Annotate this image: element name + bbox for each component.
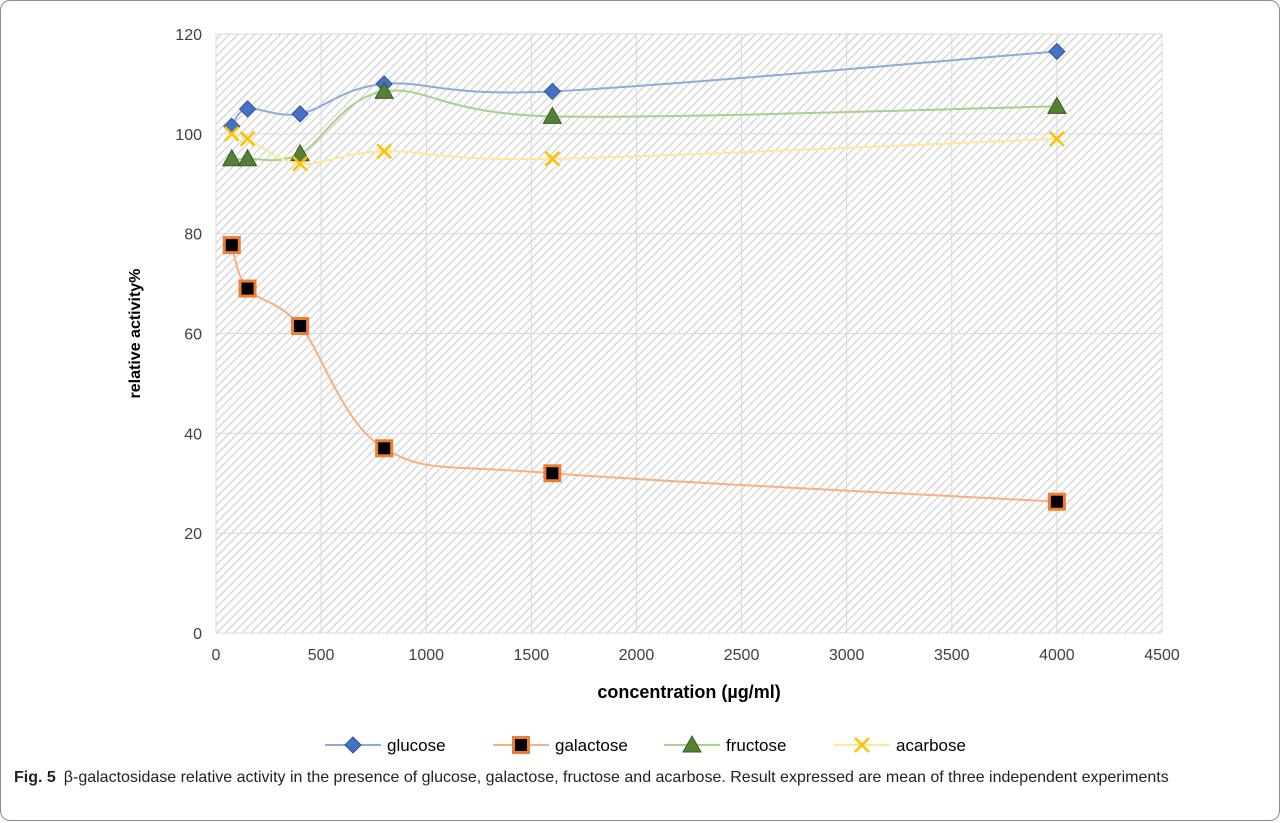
y-tick-label: 20 — [184, 526, 202, 543]
x-tick-label: 2000 — [619, 647, 655, 664]
caption-label: Fig. 5 — [14, 769, 56, 786]
x-tick-label: 3000 — [829, 647, 865, 664]
x-tick-label: 2500 — [724, 647, 760, 664]
line-chart: 0 500 1000 1500 2000 2500 3000 3500 4000 4500 0 20… — [127, 27, 1180, 755]
y-axis-label: relative activity% — [127, 269, 144, 399]
data-point-fructose — [290, 143, 310, 162]
x-tick-label: 1500 — [514, 647, 550, 664]
data-point-acarbose — [544, 150, 561, 167]
data-point-glucose — [1048, 42, 1066, 61]
y-tick-label: 60 — [184, 327, 202, 344]
legend-label-galactose: galactose — [555, 736, 628, 755]
data-point-galactose — [543, 464, 562, 483]
data-point-glucose — [543, 82, 562, 101]
x-tick-label: 500 — [308, 647, 335, 664]
legend: glucose galactose fructose acarbose — [325, 734, 966, 755]
data-point-fructose — [374, 81, 395, 99]
series-line-fructose — [231, 89, 1057, 162]
y-tick-label: 120 — [175, 27, 202, 44]
series-glucose — [223, 42, 1066, 136]
legend-item-acarbose: acarbose — [834, 736, 966, 755]
legend-marker-glucose — [344, 736, 362, 754]
data-point-acarbose — [376, 143, 393, 160]
data-point-galactose — [375, 439, 394, 458]
y-tick-label: 0 — [193, 626, 202, 643]
y-tick-label: 100 — [175, 127, 202, 144]
data-point-fructose — [1047, 96, 1067, 114]
series-galactose — [222, 236, 1066, 511]
data-point-acarbose — [1049, 130, 1065, 147]
data-point-glucose — [238, 100, 257, 118]
caption-text: β-galactosidase relative activity in the… — [63, 769, 1169, 786]
series-line-acarbose — [231, 132, 1057, 165]
legend-label-glucose: glucose — [387, 736, 446, 755]
x-axis-label: concentration (µg/ml) — [597, 682, 780, 702]
x-tick-label: 1000 — [408, 647, 444, 664]
legend-marker-fructose — [682, 734, 702, 753]
y-tick-labels: 0 20 40 60 80 100 120 — [175, 27, 202, 643]
data-series — [221, 42, 1067, 511]
y-tick-label: 80 — [184, 227, 202, 244]
data-point-galactose — [238, 279, 257, 298]
data-point-fructose — [237, 148, 258, 167]
legend-item-galactose: galactose — [493, 736, 628, 755]
legend-label-fructose: fructose — [726, 736, 786, 755]
data-point-galactose — [291, 317, 310, 336]
series-acarbose — [223, 125, 1065, 172]
x-tick-label: 4500 — [1144, 647, 1180, 664]
data-point-acarbose — [223, 125, 240, 142]
x-tick-labels: 0 500 1000 1500 2000 2500 3000 3500 4000 4500 — [212, 647, 1180, 664]
y-tick-label: 40 — [184, 426, 202, 443]
data-point-acarbose — [292, 155, 308, 172]
gridlines — [215, 33, 1163, 634]
x-tick-label: 4000 — [1039, 647, 1075, 664]
x-tick-label: 3500 — [934, 647, 970, 664]
legend-item-glucose: glucose — [325, 736, 446, 755]
data-point-glucose — [291, 105, 309, 123]
series-fructose — [221, 81, 1067, 167]
x-tick-label: 0 — [212, 647, 221, 664]
legend-item-fructose: fructose — [664, 734, 786, 755]
legend-label-acarbose: acarbose — [896, 736, 966, 755]
data-point-acarbose — [239, 130, 256, 147]
legend-marker-galactose — [512, 736, 530, 754]
data-point-fructose — [542, 106, 563, 124]
data-point-galactose — [222, 236, 241, 255]
legend-marker-acarbose — [854, 737, 870, 753]
data-point-galactose — [1047, 492, 1066, 511]
figure-caption: Fig. 5 β-galactosidase relative activity … — [14, 766, 1264, 790]
data-point-fructose — [221, 148, 242, 167]
